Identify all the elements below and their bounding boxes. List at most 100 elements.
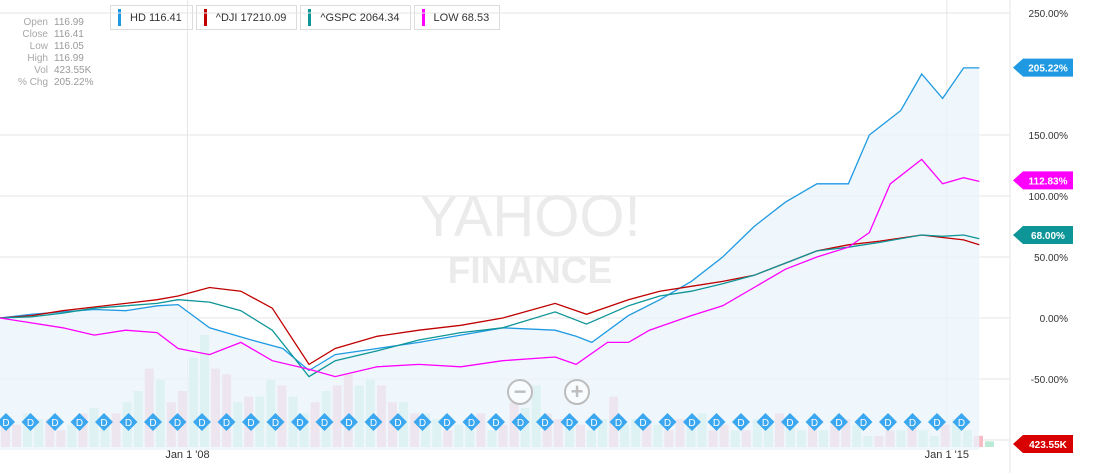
legend-item-hd[interactable]: HD 116.41: [110, 5, 193, 30]
legend-label: LOW 68.53: [433, 11, 490, 24]
legend-label: ^GSPC 2064.34: [320, 11, 400, 24]
ohlc-value: 423.55K: [54, 65, 92, 76]
x-tick-label: Jan 1 '08: [165, 449, 209, 461]
marker-label: D: [615, 418, 622, 429]
ohlc-label: Open: [23, 17, 48, 28]
badge-shape: [1013, 58, 1073, 77]
dividend-marker: D: [732, 413, 750, 431]
dividend-marker: D: [144, 413, 162, 431]
dividend-marker: D: [119, 413, 138, 431]
marker-label: D: [492, 418, 499, 429]
dividend-marker: D: [609, 413, 628, 431]
watermark-finance: FINANCE: [448, 250, 612, 291]
marker-diamond: [46, 413, 64, 431]
marker-label: D: [272, 418, 279, 429]
end-value-badge: 68.00%: [1013, 226, 1073, 245]
dividend-marker: D: [634, 413, 652, 431]
marker-label: D: [811, 418, 818, 429]
marker-diamond: [854, 413, 873, 431]
legend-item-gspc[interactable]: ^GSPC 2064.34: [300, 5, 411, 30]
ohlc-value: 116.05: [54, 41, 84, 52]
marker-diamond: [732, 413, 750, 431]
end-value-badge: 112.83%: [1013, 171, 1073, 190]
marker-diamond: [756, 413, 775, 431]
marker-label: D: [100, 418, 107, 429]
marker-diamond: [364, 413, 383, 431]
marker-label: D: [835, 418, 842, 429]
ohlc-value: 116.41: [54, 29, 84, 40]
y-tick-label: 100.00%: [1029, 192, 1069, 203]
dividend-marker: D: [805, 413, 824, 431]
dividend-marker: D: [438, 413, 456, 431]
zoom-out-button[interactable]: −: [507, 379, 533, 405]
marker-diamond: [315, 413, 334, 431]
marker-diamond: [168, 413, 187, 431]
marker-label: D: [713, 418, 720, 429]
legend-item-dji[interactable]: ^DJI 17210.09: [195, 5, 298, 30]
ohlc-value: 116.99: [54, 17, 84, 28]
ohlc-value: 205.22%: [54, 77, 94, 88]
marker-diamond: [830, 413, 848, 431]
marker-label: D: [688, 418, 695, 429]
marker-diamond: [536, 413, 554, 431]
legend: HD 116.41 ^DJI 17210.09 ^GSPC 2064.34 LO…: [110, 5, 501, 30]
marker-label: D: [223, 418, 230, 429]
watermark-yahoo: YAHOO!: [419, 184, 640, 249]
dividend-marker: D: [168, 413, 187, 431]
marker-diamond: [438, 413, 456, 431]
marker-label: D: [933, 418, 940, 429]
marker-diamond: [511, 413, 530, 431]
marker-diamond: [21, 413, 40, 431]
marker-diamond: [266, 413, 285, 431]
marker-label: D: [419, 418, 426, 429]
marker-diamond: [903, 413, 922, 431]
marker-label: D: [639, 418, 646, 429]
badge-label: 112.83%: [1029, 176, 1068, 187]
dividend-marker: D: [683, 413, 701, 431]
dividend-marker: D: [830, 413, 848, 431]
dividend-marker: D: [903, 413, 922, 431]
dividend-marker: D: [781, 413, 799, 431]
volume-bar: [984, 441, 994, 447]
dividend-marker: D: [21, 413, 40, 431]
ohlc-label: % Chg: [17, 77, 48, 88]
marker-label: D: [786, 418, 793, 429]
yahoo-finance-watermark: YAHOO! FINANCE: [419, 184, 640, 291]
end-value-badge: 423.55K: [1013, 435, 1073, 453]
series-color-swatch: [308, 9, 312, 26]
marker-diamond: [560, 413, 579, 431]
marker-label: D: [149, 418, 156, 429]
marker-diamond: [462, 413, 481, 431]
marker-diamond: [879, 413, 897, 431]
marker-diamond: [609, 413, 628, 431]
marker-diamond: [805, 413, 824, 431]
marker-label: D: [443, 418, 450, 429]
marker-diamond: [144, 413, 162, 431]
zoom-in-button[interactable]: +: [564, 379, 590, 405]
dividend-marker: D: [928, 413, 946, 431]
ohlc-row-vol: Vol 423.55K: [4, 65, 96, 77]
marker-diamond: [683, 413, 701, 431]
marker-label: D: [125, 418, 132, 429]
dividend-marker: D: [193, 413, 211, 431]
badge-shape: [1013, 226, 1073, 245]
legend-item-low[interactable]: LOW 68.53: [413, 5, 501, 30]
marker-diamond: [70, 413, 89, 431]
series-line-dji: [0, 234, 980, 366]
marker-diamond: [389, 413, 407, 431]
dividend-marker: D: [560, 413, 579, 431]
series-color-swatch: [118, 9, 121, 26]
marker-label: D: [909, 418, 916, 429]
ohlc-row-low: Low 116.05: [4, 41, 96, 53]
dividend-marker: D: [879, 413, 897, 431]
marker-diamond: [119, 413, 138, 431]
legend-label: ^DJI 17210.09: [215, 11, 287, 24]
legend-label: HD 116.41: [130, 11, 182, 24]
dividend-marker: D: [70, 413, 89, 431]
ohlc-row-close: Close 116.41: [4, 29, 96, 41]
ohlc-label: Close: [22, 29, 48, 40]
ohlc-row-open: Open 116.99: [4, 17, 96, 29]
x-tick-label: Jan 1 '15: [925, 449, 969, 461]
marker-label: D: [247, 418, 254, 429]
